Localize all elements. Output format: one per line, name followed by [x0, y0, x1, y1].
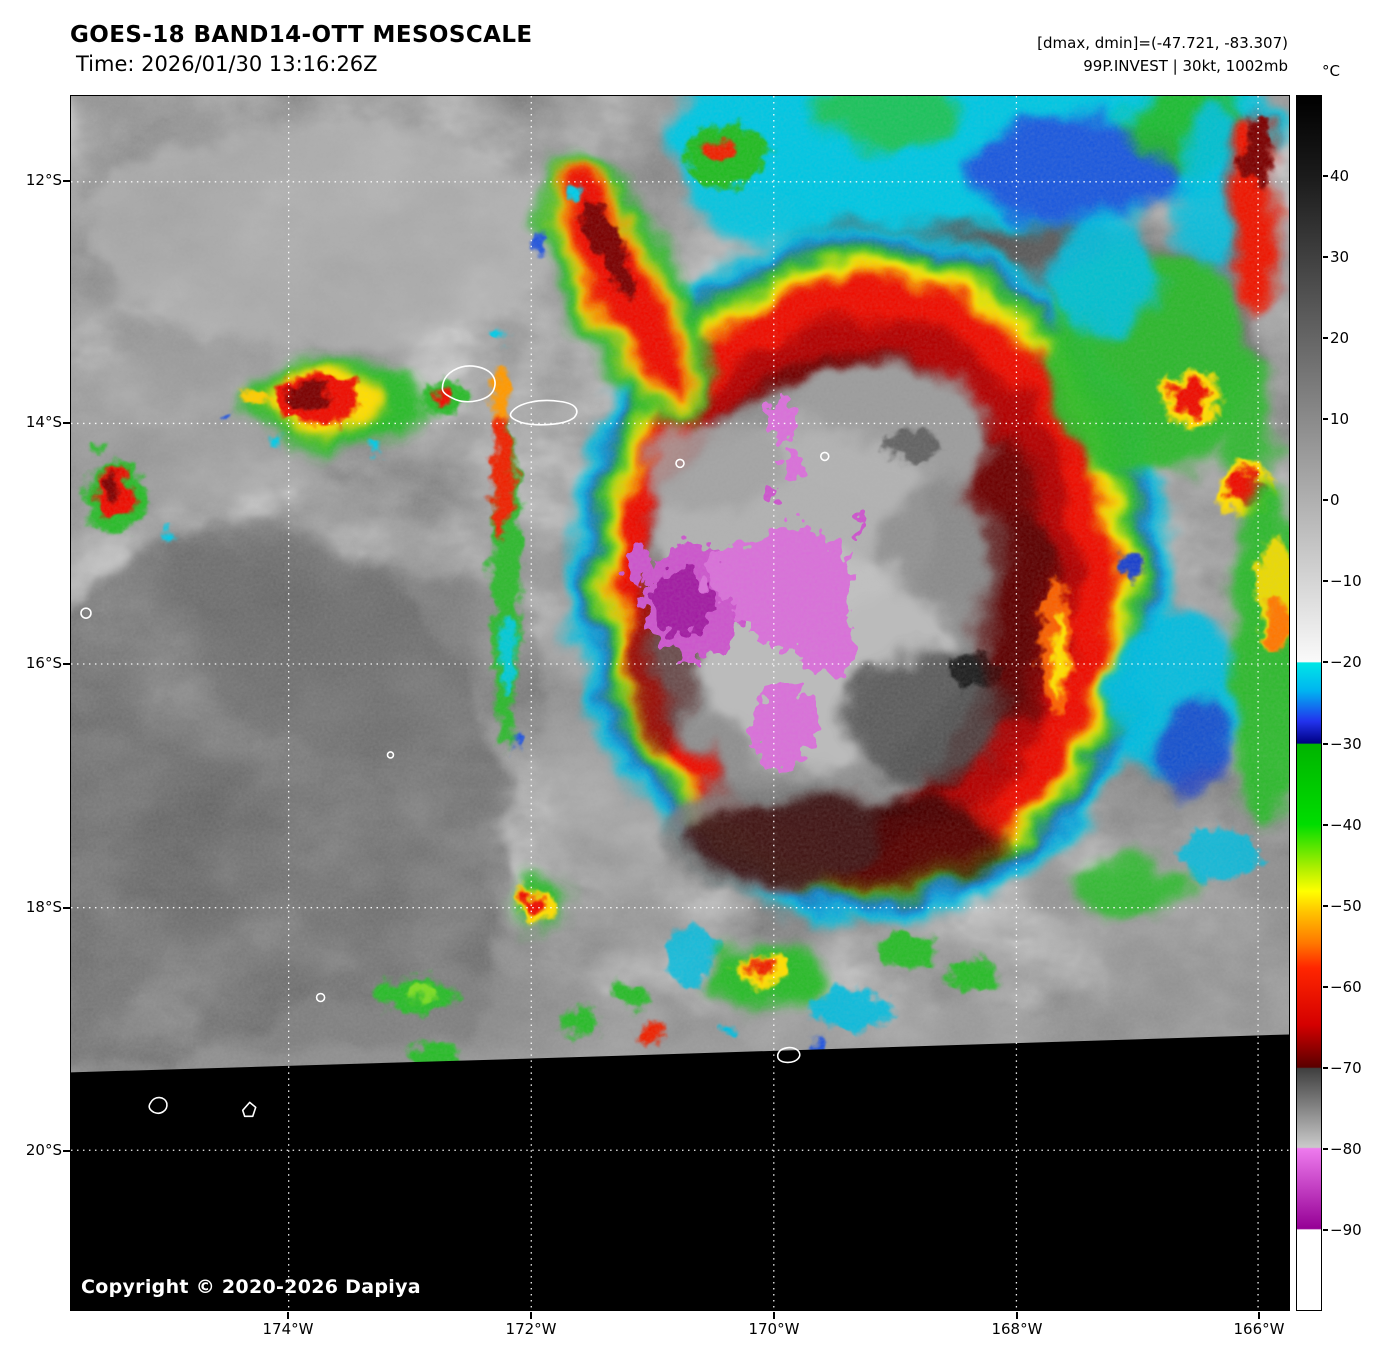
colorbar-tick-label: −30: [1330, 734, 1362, 753]
lat-axis-tick: [63, 179, 70, 182]
lat-axis-label: 18°S: [25, 898, 62, 917]
colorbar-tick-mark: [1323, 823, 1328, 826]
colorbar-tick-mark: [1323, 904, 1328, 907]
satellite-image: [71, 96, 1289, 1310]
lat-axis-label: 16°S: [25, 653, 62, 672]
colorbar-tick-label: −40: [1330, 815, 1362, 834]
colorbar-tick-label: −90: [1330, 1220, 1362, 1239]
timestamp: Time: 2026/01/30 13:16:26Z: [76, 52, 378, 76]
colorbar-tick-label: −50: [1330, 896, 1362, 915]
product-title: GOES-18 BAND14-OTT MESOSCALE: [70, 22, 533, 48]
lon-axis-label: 170°W: [748, 1320, 800, 1338]
lat-axis-tick: [63, 662, 70, 665]
storm-info-readout: 99P.INVEST | 30kt, 1002mb: [1083, 57, 1288, 75]
copyright-notice: Copyright © 2020-2026 Dapiya: [81, 1276, 421, 1298]
lat-axis-label: 12°S: [25, 170, 62, 189]
colorbar-tick-mark: [1323, 418, 1328, 421]
colorbar-tick-mark: [1323, 661, 1328, 664]
metadata-block: [dmax, dmin]=(-47.721, -83.307) 99P.INVE…: [1037, 32, 1288, 78]
lon-axis-label: 172°W: [505, 1320, 557, 1338]
colorbar-tick-label: −70: [1330, 1058, 1362, 1077]
colorbar-tick-mark: [1323, 175, 1328, 178]
lon-axis-tick: [772, 1312, 775, 1319]
no-data-region: [71, 1034, 1289, 1310]
colorbar-tick-label: −80: [1330, 1139, 1362, 1158]
colorbar-tick-label: 20: [1330, 329, 1350, 348]
colorbar-tick-mark: [1323, 1228, 1328, 1231]
colorbar-tick-mark: [1323, 985, 1328, 988]
lat-axis-tick: [63, 907, 70, 910]
lon-axis-label: 168°W: [991, 1320, 1043, 1338]
lon-axis-label: 166°W: [1233, 1320, 1285, 1338]
colorbar-tick-mark: [1323, 1066, 1328, 1069]
lat-axis-label: 20°S: [25, 1140, 62, 1159]
colorbar-tick-label: −20: [1330, 653, 1362, 672]
colorbar: [1296, 95, 1322, 1311]
colorbar-tick-label: −60: [1330, 977, 1362, 996]
colorbar-tick-label: −10: [1330, 572, 1362, 591]
colorbar-tick-mark: [1323, 256, 1328, 259]
colorbar-tick-label: 40: [1330, 167, 1350, 186]
colorbar-tick-mark: [1323, 580, 1328, 583]
lat-axis-tick: [63, 421, 70, 424]
lon-axis-tick: [530, 1312, 533, 1319]
dmax-dmin-readout: [dmax, dmin]=(-47.721, -83.307): [1037, 34, 1288, 52]
colorbar-unit-label: °C: [1322, 62, 1340, 80]
lon-axis-tick: [287, 1312, 289, 1319]
lat-axis-tick: [63, 1149, 70, 1152]
colorbar-tick-label: 0: [1330, 491, 1340, 510]
colorbar-tick-mark: [1323, 742, 1328, 745]
colorbar-tick-mark: [1323, 499, 1328, 502]
lon-axis-tick: [1015, 1312, 1018, 1319]
colorbar-gradient: [1297, 96, 1321, 1310]
colorbar-tick-label: 30: [1330, 248, 1350, 267]
coastlines: [80, 365, 830, 1118]
satellite-map: Copyright © 2020-2026 Dapiya: [70, 95, 1290, 1311]
colorbar-tick-mark: [1323, 1147, 1328, 1150]
lat-axis-label: 14°S: [25, 412, 62, 431]
lon-axis-tick: [1258, 1312, 1260, 1319]
lon-axis-label: 174°W: [262, 1320, 314, 1338]
colorbar-tick-label: 10: [1330, 410, 1350, 429]
colorbar-tick-mark: [1323, 337, 1328, 340]
